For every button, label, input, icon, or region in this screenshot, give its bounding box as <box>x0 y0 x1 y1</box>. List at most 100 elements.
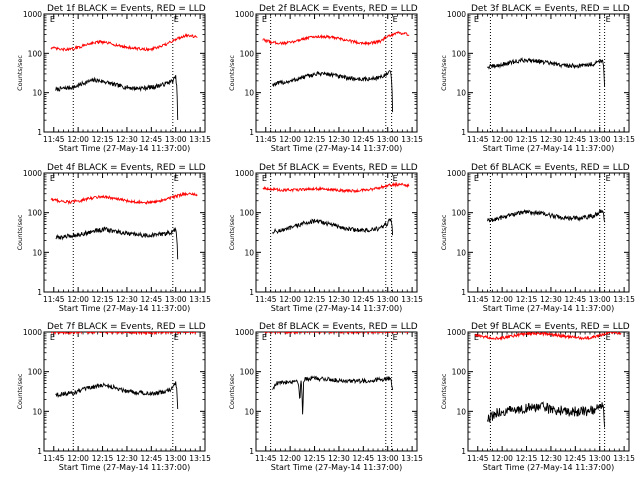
x-axis-label: Start Time (27-May-14 11:37:00) <box>271 304 402 313</box>
y-tick-label: 1000 <box>23 169 42 178</box>
time-marker-label: E <box>474 15 479 24</box>
chart-title: Det 1f BLACK = Events, RED = LLD <box>47 4 206 14</box>
x-axis-label: Start Time (27-May-14 11:37:00) <box>59 463 190 472</box>
y-tick-label: 1000 <box>235 10 254 19</box>
x-axis-label: Start Time (27-May-14 11:37:00) <box>271 144 402 153</box>
x-tick-label: 12:45 <box>353 295 375 304</box>
x-tick-label: 13:15 <box>401 295 423 304</box>
lld-series-line <box>263 332 409 335</box>
plot-frame <box>467 172 630 293</box>
x-tick-label: 12:00 <box>491 295 513 304</box>
x-tick-label: 13:15 <box>401 454 423 463</box>
chart-panel-7: Det 7f BLACK = Events, RED = LLD 1 10 100 10… <box>16 322 211 472</box>
x-tick-label: 11:45 <box>43 454 65 463</box>
y-tick-label: 100 <box>240 368 255 377</box>
plot-frame <box>255 172 418 293</box>
x-tick-label: 12:00 <box>67 454 89 463</box>
time-marker-label: E <box>262 15 267 24</box>
x-tick-label: 12:00 <box>279 454 301 463</box>
x-axis-label: Start Time (27-May-14 11:37:00) <box>483 144 614 153</box>
x-tick-label: 13:15 <box>613 295 635 304</box>
x-tick-label: 12:45 <box>141 454 163 463</box>
chart-title: Det 7f BLACK = Events, RED = LLD <box>47 322 206 332</box>
time-marker-label: E <box>50 15 55 24</box>
x-tick-label: 12:30 <box>116 135 138 144</box>
y-tick-label: 1000 <box>23 328 42 337</box>
x-tick-label: 12:45 <box>353 454 375 463</box>
y-tick-label: 1000 <box>235 328 254 337</box>
x-tick-label: 12:45 <box>353 135 375 144</box>
x-tick-label: 12:00 <box>491 454 513 463</box>
events-series-line <box>55 226 179 260</box>
events-series-line <box>55 74 179 121</box>
y-tick-label: 10 <box>32 89 42 98</box>
chart-panel-2: Det 2f BLACK = Events, RED = LLD 1 10 100 10… <box>228 4 423 153</box>
y-tick-label: 1 <box>249 288 254 297</box>
events-series-line <box>487 56 606 87</box>
x-tick-label: 12:15 <box>304 454 326 463</box>
events-series-line <box>55 381 179 410</box>
chart-panel-8: Det 8f BLACK = Events, RED = LLD 1 10 100 10… <box>228 322 423 472</box>
y-tick-label: 1 <box>37 447 42 456</box>
time-marker-label: E <box>474 174 479 183</box>
lld-series-line <box>50 332 198 336</box>
chart-title: Det 6f BLACK = Events, RED = LLD <box>471 163 630 173</box>
time-marker-label: E <box>174 15 179 24</box>
y-tick-label: 1 <box>37 128 42 137</box>
plot-frame <box>43 13 206 133</box>
x-tick-label: 12:00 <box>279 135 301 144</box>
x-tick-label: 13:00 <box>589 454 611 463</box>
x-tick-label: 13:00 <box>377 135 399 144</box>
x-tick-label: 13:15 <box>189 135 211 144</box>
y-tick-label: 1 <box>461 447 466 456</box>
y-tick-label: 100 <box>240 49 255 58</box>
x-tick-label: 12:45 <box>565 135 587 144</box>
x-tick-label: 11:45 <box>255 454 277 463</box>
y-axis-label: Counts/sec <box>16 214 24 250</box>
plot-frame <box>467 13 630 133</box>
plot-frame <box>43 172 206 293</box>
x-tick-label: 13:00 <box>377 295 399 304</box>
x-tick-label: 13:15 <box>613 454 635 463</box>
y-tick-label: 100 <box>452 49 467 58</box>
y-tick-label: 1 <box>37 288 42 297</box>
y-tick-label: 10 <box>244 407 254 416</box>
x-tick-label: 12:15 <box>92 135 114 144</box>
x-tick-label: 13:15 <box>613 135 635 144</box>
y-axis-label: Counts/sec <box>228 214 236 250</box>
y-axis-label: Counts/sec <box>228 55 236 91</box>
x-tick-label: 13:15 <box>189 454 211 463</box>
y-tick-label: 1000 <box>235 169 254 178</box>
y-tick-label: 100 <box>28 49 43 58</box>
x-axis-label: Start Time (27-May-14 11:37:00) <box>59 304 190 313</box>
time-marker-label: E <box>606 333 611 342</box>
x-tick-label: 13:00 <box>165 135 187 144</box>
x-tick-label: 12:00 <box>279 295 301 304</box>
time-marker-label: E <box>393 333 398 342</box>
y-tick-label: 1000 <box>447 10 466 19</box>
time-marker-label: E <box>606 15 611 24</box>
y-tick-label: 10 <box>32 407 42 416</box>
x-tick-label: 13:00 <box>377 454 399 463</box>
lld-series-line <box>50 191 198 206</box>
y-tick-label: 10 <box>456 248 466 257</box>
x-tick-label: 11:45 <box>467 295 489 304</box>
time-marker-label: E <box>50 174 55 183</box>
lld-series-line <box>50 33 198 52</box>
y-tick-label: 1000 <box>447 328 466 337</box>
time-marker-label: E <box>262 333 267 342</box>
x-tick-label: 12:15 <box>92 295 114 304</box>
x-tick-label: 12:30 <box>116 454 138 463</box>
x-tick-label: 13:15 <box>189 295 211 304</box>
y-tick-label: 1 <box>249 128 254 137</box>
time-marker-label: E <box>606 174 611 183</box>
x-tick-label: 12:45 <box>141 135 163 144</box>
y-tick-label: 1 <box>249 447 254 456</box>
x-tick-label: 12:15 <box>516 135 538 144</box>
plot-frame <box>467 331 630 452</box>
chart-panel-5: Det 5f BLACK = Events, RED = LLD 1 10 100 10… <box>228 163 423 313</box>
x-tick-label: 11:45 <box>255 135 277 144</box>
x-tick-label: 12:15 <box>92 454 114 463</box>
y-tick-label: 10 <box>32 248 42 257</box>
